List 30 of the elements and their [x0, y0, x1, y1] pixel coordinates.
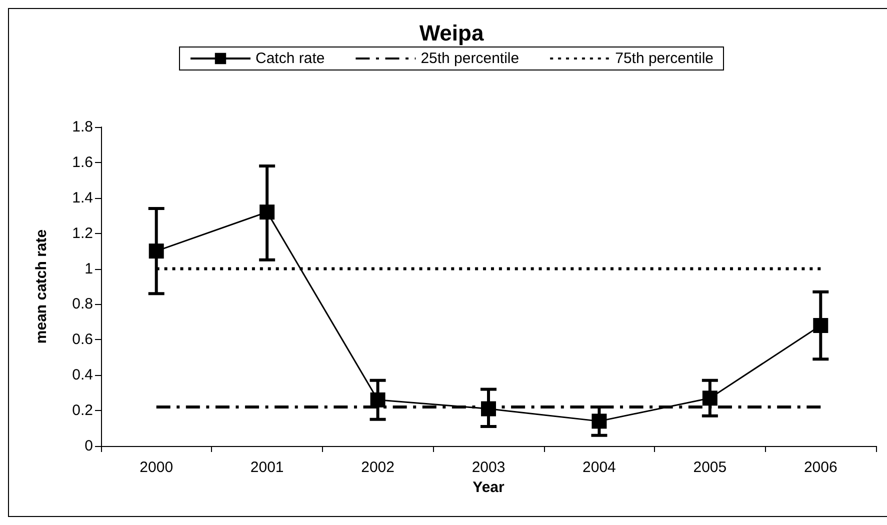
point	[370, 392, 386, 408]
point	[481, 401, 496, 416]
point	[148, 244, 164, 259]
y-tick-label: 1.2	[72, 224, 93, 242]
y-tick-label: 1.4	[72, 189, 93, 206]
y-axis-title: mean catch rate	[33, 229, 50, 344]
x-tick-label: 2001	[250, 459, 284, 476]
y-tick-label: 0.8	[72, 296, 93, 313]
y-tick-label: 1	[84, 260, 93, 278]
point	[260, 204, 275, 220]
x-axis-title: Year	[472, 478, 505, 496]
point	[592, 414, 607, 429]
x-tick-label: 2006	[804, 459, 838, 476]
x-tick-label: 2000	[140, 459, 174, 476]
y-tick-label: 1.8	[72, 118, 93, 136]
x-tick-label: 2003	[472, 459, 506, 476]
x-tick-label: 2005	[693, 459, 727, 476]
legend-label: 25th percentile	[420, 50, 520, 67]
y-tick-label: 0	[84, 438, 93, 454]
y-tick-label: 0.4	[72, 366, 93, 384]
point	[813, 318, 828, 333]
y-tick-label: 1.6	[72, 154, 93, 171]
x-tick-label: 2002	[361, 459, 394, 476]
x-tick-label: 2004	[582, 459, 616, 476]
legend-label: 75th percentile	[615, 50, 714, 67]
y-tick-label: 0.2	[72, 402, 93, 420]
point	[702, 390, 718, 406]
legend-label: Catch rate	[256, 50, 325, 67]
chart-title: Weipa	[419, 20, 484, 46]
y-tick-label: 0.6	[72, 331, 93, 348]
